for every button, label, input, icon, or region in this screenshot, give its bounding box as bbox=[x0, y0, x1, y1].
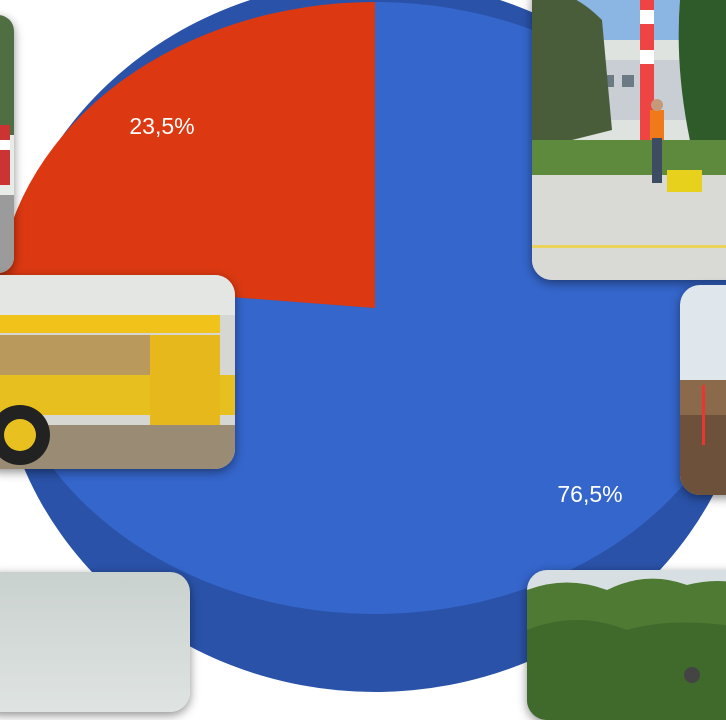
machine-photo-image bbox=[0, 275, 235, 469]
photo-green-trees bbox=[527, 570, 726, 720]
photo-surveyor-airport bbox=[532, 0, 726, 280]
photo-left-edge-road bbox=[0, 15, 14, 273]
photo-sky bbox=[0, 572, 190, 712]
road-photo-image bbox=[0, 15, 14, 273]
pie-label-1: 76,5% bbox=[557, 481, 622, 507]
pie-slice-2 bbox=[0, 2, 375, 308]
surveyor-photo-image bbox=[532, 0, 726, 280]
sky-photo-image bbox=[0, 572, 190, 712]
soil-photo-image bbox=[680, 285, 726, 495]
trees-photo-image bbox=[527, 570, 726, 720]
photo-yellow-machine bbox=[0, 275, 235, 469]
photo-soil-field bbox=[680, 285, 726, 495]
pie-label-2: 23,5% bbox=[129, 113, 194, 139]
